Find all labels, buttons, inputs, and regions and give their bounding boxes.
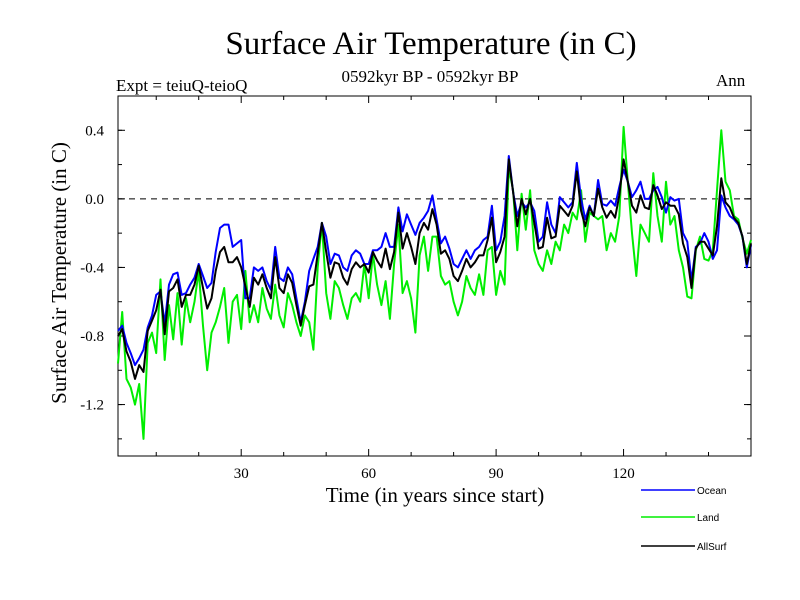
x-axis-title: Time (in years since start) bbox=[326, 483, 545, 507]
x-tick-label: 30 bbox=[234, 466, 249, 482]
series-line-land bbox=[117, 125, 752, 440]
series-line-allsurf bbox=[117, 158, 752, 380]
series-line-ocean bbox=[117, 155, 752, 367]
x-tick-label: 60 bbox=[361, 466, 376, 482]
period-label: 0592kyr BP - 0592kyr BP bbox=[341, 67, 519, 86]
legend-label-ocean: Ocean bbox=[697, 486, 726, 497]
y-tick-label: -1.2 bbox=[80, 398, 104, 414]
legend-label-land: Land bbox=[697, 513, 719, 524]
season-label: Ann bbox=[716, 71, 746, 90]
x-tick-label: 120 bbox=[612, 466, 635, 482]
plot-frame bbox=[117, 95, 752, 457]
y-tick-label: -0.4 bbox=[80, 260, 104, 276]
y-axis-title: Surface Air Temperature (in C) bbox=[47, 142, 71, 404]
y-tick-label: -0.8 bbox=[80, 329, 104, 345]
x-tick-label: 90 bbox=[489, 466, 504, 482]
experiment-label: Expt = teiuQ-teioQ bbox=[116, 76, 248, 95]
plot-area: -1.2 -0.8 -0.4 0.0 0.4 30 60 90 120 Ocean Land AllS… bbox=[80, 95, 752, 553]
chart-title: Surface Air Temperature (in C) bbox=[225, 26, 637, 62]
y-tick-label: 0.0 bbox=[85, 192, 104, 208]
legend-label-allsurf: AllSurf bbox=[697, 542, 727, 553]
y-tick-label: 0.4 bbox=[85, 123, 104, 139]
